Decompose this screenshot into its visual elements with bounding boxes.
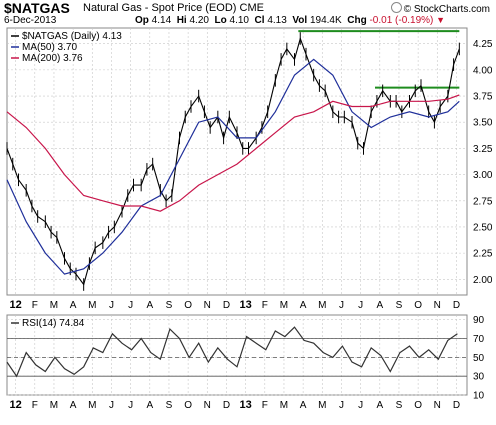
x-tick-label: S bbox=[166, 400, 173, 411]
legend-entry: RSI(14) 74.84 bbox=[22, 318, 85, 329]
y-tick-label: 70 bbox=[473, 334, 485, 345]
y-tick-label: 50 bbox=[473, 353, 485, 364]
y-tick-label: 2.75 bbox=[473, 196, 493, 207]
y-tick-label: 2.25 bbox=[473, 249, 493, 260]
x-tick-label: A bbox=[300, 400, 307, 411]
chg-value: -0.01 (-0.19%) bbox=[369, 15, 434, 26]
x-tick-label: M bbox=[88, 400, 96, 411]
x-tick-label: N bbox=[204, 400, 211, 411]
x-tick-label: A bbox=[70, 400, 77, 411]
plot-frame-0 bbox=[6, 27, 468, 296]
y-tick-label: 3.00 bbox=[473, 170, 493, 181]
subtitle-text: Natural Gas - Spot Price (EOD) bbox=[83, 2, 237, 14]
x-tick-label: O bbox=[184, 400, 192, 411]
stockcharts-logo-icon bbox=[390, 2, 402, 13]
y-tick-label: 10 bbox=[473, 391, 485, 402]
open-value: 4.14 bbox=[151, 15, 172, 26]
x-tick-label: A bbox=[376, 400, 383, 411]
y-tick-label: 30 bbox=[473, 372, 485, 383]
x-tick-label: A bbox=[376, 300, 383, 311]
x-tick-label: F bbox=[262, 300, 268, 311]
x-tick-label: O bbox=[414, 400, 422, 411]
x-tick-label: J bbox=[358, 300, 363, 311]
x-tick-label: D bbox=[223, 400, 230, 411]
plot-frame-1 bbox=[6, 314, 468, 396]
x-tick-label: M bbox=[280, 300, 288, 311]
x-tick-label: N bbox=[434, 400, 441, 411]
x-tick-label: A bbox=[300, 300, 307, 311]
y-tick-label: 2.00 bbox=[473, 275, 493, 286]
x-tick-label: J bbox=[109, 400, 114, 411]
x-tick-label: A bbox=[146, 300, 153, 311]
x-tick-label: J bbox=[339, 400, 344, 411]
x-tick-label: F bbox=[262, 400, 268, 411]
x-tick-label: S bbox=[396, 300, 403, 311]
low-label: Lo bbox=[214, 15, 227, 26]
x-tick-label: F bbox=[32, 300, 38, 311]
x-tick-label: J bbox=[128, 300, 133, 311]
y-tick-label: 3.75 bbox=[473, 92, 493, 103]
chart-subtitle: Natural Gas - Spot Price (EOD) CME bbox=[83, 2, 264, 14]
quote-bar: Op 4.14 Hi 4.20 Lo 4.10 Cl 4.13 Vol 194.… bbox=[135, 15, 445, 26]
open-label: Op bbox=[135, 15, 149, 26]
low-value: 4.10 bbox=[229, 15, 249, 26]
x-tick-label: M bbox=[318, 400, 326, 411]
x-tick-label: M bbox=[88, 300, 96, 311]
series-rsi-line bbox=[6, 326, 458, 378]
x-tick-label: 13 bbox=[240, 299, 252, 311]
x-tick-label: M bbox=[50, 400, 58, 411]
brand-text: © StockCharts.com bbox=[403, 4, 490, 15]
high-label: Hi bbox=[176, 15, 187, 26]
x-tick-label: J bbox=[358, 400, 363, 411]
series-ma200-line bbox=[6, 94, 460, 212]
series-price-line bbox=[6, 36, 460, 286]
exchange-label: CME bbox=[239, 2, 264, 14]
high-value: 4.20 bbox=[189, 15, 209, 26]
y-tick-label: 2.50 bbox=[473, 222, 493, 233]
x-tick-label: M bbox=[280, 400, 288, 411]
x-tick-label: O bbox=[184, 300, 192, 311]
x-tick-label: J bbox=[109, 300, 114, 311]
y-tick-label: 4.25 bbox=[473, 39, 493, 50]
close-value: 4.13 bbox=[267, 15, 287, 26]
legend-entry: MA(200) 3.76 bbox=[22, 53, 83, 64]
down-triangle-icon: ▼ bbox=[436, 15, 446, 25]
x-tick-label: F bbox=[32, 400, 38, 411]
x-tick-label: N bbox=[434, 300, 441, 311]
x-tick-label: S bbox=[166, 300, 173, 311]
brand-watermark[interactable]: © StockCharts.com bbox=[390, 2, 490, 15]
x-tick-label: 13 bbox=[240, 399, 252, 411]
quote-date: 6-Dec-2013 bbox=[4, 15, 57, 26]
x-tick-label: J bbox=[128, 400, 133, 411]
x-tick-label: J bbox=[339, 300, 344, 311]
x-tick-label: D bbox=[453, 400, 460, 411]
legend-entry: MA(50) 3.70 bbox=[22, 42, 77, 53]
x-tick-label: 12 bbox=[10, 399, 22, 411]
x-tick-label: D bbox=[223, 300, 230, 311]
x-tick-label: M bbox=[318, 300, 326, 311]
legend-entry: $NATGAS (Daily) 4.13 bbox=[22, 31, 122, 42]
y-tick-label: 3.50 bbox=[473, 118, 493, 129]
x-tick-label: S bbox=[396, 400, 403, 411]
x-tick-label: 12 bbox=[10, 299, 22, 311]
vol-label: Vol bbox=[292, 15, 308, 26]
x-tick-label: M bbox=[50, 300, 58, 311]
x-tick-label: O bbox=[414, 300, 422, 311]
y-tick-label: 3.25 bbox=[473, 144, 493, 155]
x-tick-label: N bbox=[204, 300, 211, 311]
y-tick-label: 4.00 bbox=[473, 65, 493, 76]
ticker-symbol: $NATGAS bbox=[4, 0, 70, 16]
vol-value: 194.4K bbox=[309, 15, 342, 26]
x-tick-label: A bbox=[70, 300, 77, 311]
y-tick-label: 90 bbox=[473, 315, 485, 326]
x-tick-label: A bbox=[146, 400, 153, 411]
close-label: Cl bbox=[254, 15, 265, 26]
chg-label: Chg bbox=[347, 15, 367, 26]
series-ma50-line bbox=[6, 58, 460, 275]
x-tick-label: D bbox=[453, 300, 460, 311]
